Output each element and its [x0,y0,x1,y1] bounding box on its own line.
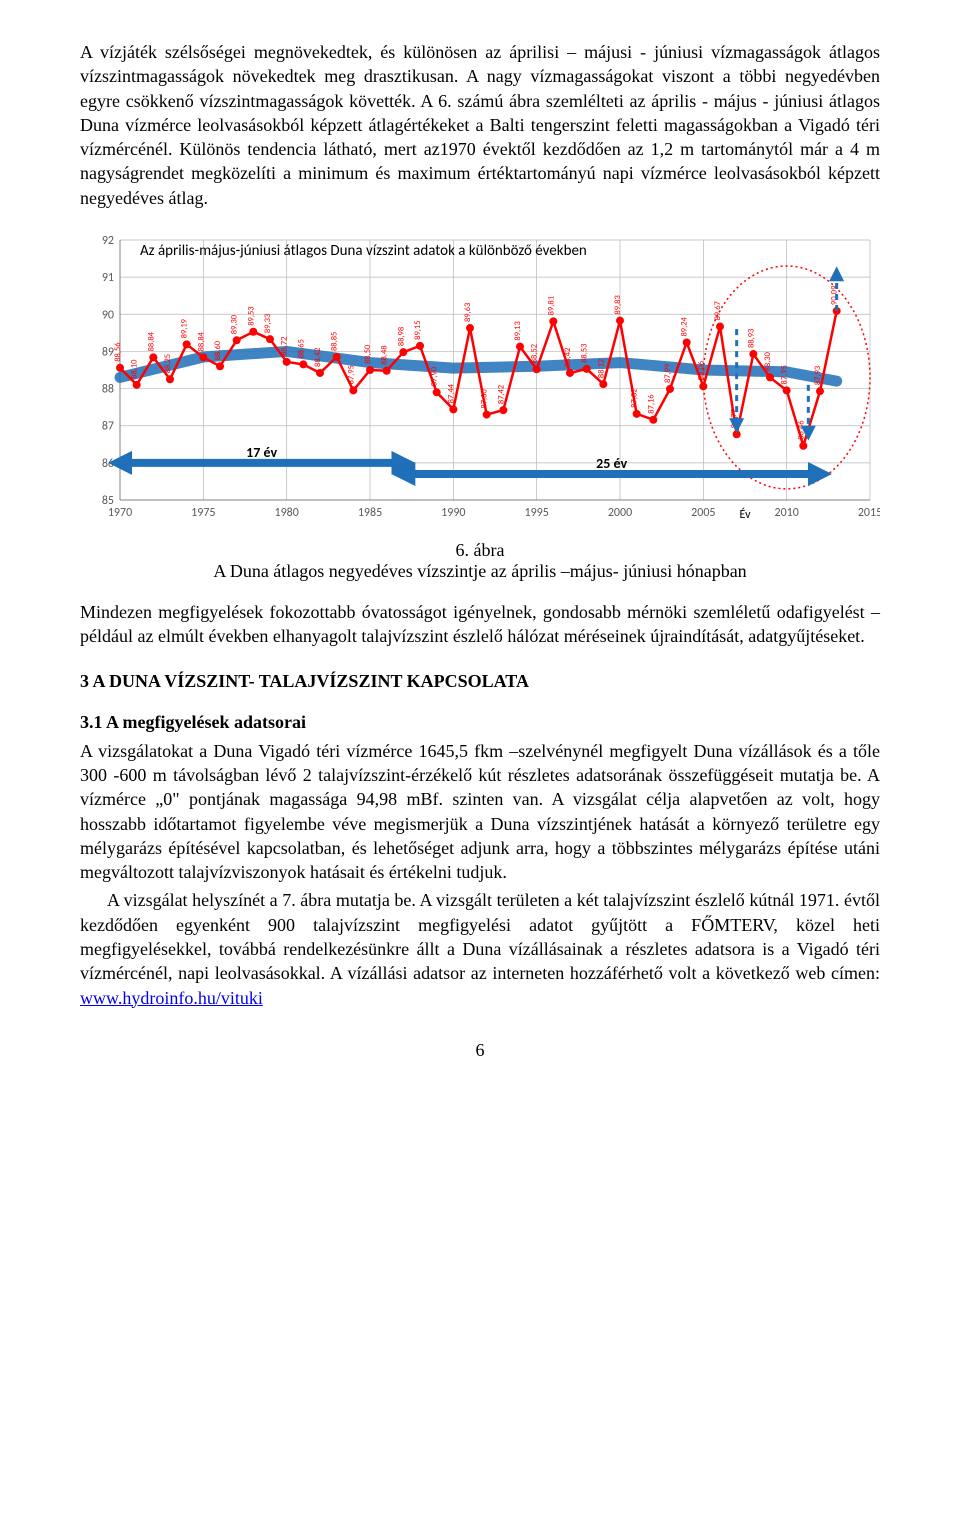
svg-text:1985: 1985 [358,506,382,520]
figure-caption: A Duna átlagos negyedéves vízszintje az … [80,561,880,582]
figure-number: 6. ábra [80,540,880,561]
section-3-heading: 3 A DUNA VÍZSZINT- TALAJVÍZSZINT KAPCSOL… [80,671,880,692]
svg-text:86,46: 86,46 [796,420,806,440]
svg-text:88,84: 88,84 [196,331,206,351]
svg-text:87,44: 87,44 [446,383,456,403]
section-3-1-heading: 3.1 A megfigyelések adatsorai [80,712,880,733]
svg-text:88,60: 88,60 [213,340,223,360]
svg-text:88,25: 88,25 [163,354,173,373]
page-number: 6 [80,1040,880,1061]
svg-text:88,98: 88,98 [396,327,406,346]
figure-6-chart: 8586878889909192197019751980198519901995… [80,230,880,530]
svg-text:89,24: 89,24 [680,317,690,337]
svg-text:1980: 1980 [275,506,299,520]
svg-text:92: 92 [102,234,114,248]
svg-text:89,53: 89,53 [246,306,256,325]
svg-text:1975: 1975 [191,506,215,520]
svg-text:1995: 1995 [525,506,549,520]
svg-text:2010: 2010 [775,506,799,520]
svg-text:88,10: 88,10 [130,359,140,379]
svg-text:88,53: 88,53 [580,344,590,363]
svg-text:2015: 2015 [858,506,880,520]
svg-text:Év: Év [740,507,752,522]
svg-text:2000: 2000 [608,506,632,520]
svg-text:87: 87 [102,420,114,434]
svg-text:87,95: 87,95 [346,365,356,384]
svg-text:25 év: 25 év [596,455,627,472]
paragraph-3-1-a: A vizsgálatokat a Duna Vigadó téri vízmé… [80,739,880,885]
svg-text:17 év: 17 év [246,444,277,461]
svg-text:88,42: 88,42 [563,348,573,367]
svg-text:88,06: 88,06 [696,360,706,380]
svg-text:87,42: 87,42 [496,385,506,404]
svg-text:87,95: 87,95 [780,365,790,384]
hydroinfo-link[interactable]: www.hydroinfo.hu/vituki [80,988,263,1008]
svg-text:89,19: 89,19 [180,318,190,338]
svg-text:88,65: 88,65 [296,339,306,358]
svg-text:89,63: 89,63 [463,303,473,322]
svg-text:88,12: 88,12 [596,359,606,378]
svg-text:1970: 1970 [108,506,132,520]
svg-text:90: 90 [102,308,114,322]
svg-text:88: 88 [102,383,114,397]
svg-text:87,99: 87,99 [663,363,673,383]
svg-text:87,90: 87,90 [430,366,440,386]
svg-text:88,50: 88,50 [363,344,373,364]
svg-text:88,93: 88,93 [746,329,756,348]
svg-text:88,42: 88,42 [313,348,323,367]
svg-text:89,67: 89,67 [713,301,723,321]
svg-text:2005: 2005 [691,506,715,520]
svg-text:87,16: 87,16 [646,394,656,414]
svg-text:1990: 1990 [441,506,465,520]
paragraph-intro: A vízjáték szélsőségei megnövekedtek, és… [80,40,880,210]
svg-text:88,85: 88,85 [330,332,340,351]
para4-text: A vizsgálat helyszínét a 7. ábra mutatja… [80,890,880,983]
svg-text:88,48: 88,48 [380,345,390,364]
svg-text:87,32: 87,32 [630,389,640,408]
svg-text:89,15: 89,15 [413,321,423,340]
svg-text:91: 91 [102,271,114,285]
svg-text:88,52: 88,52 [530,344,540,363]
svg-text:88,56: 88,56 [113,342,123,362]
svg-text:89,83: 89,83 [613,295,623,314]
paragraph-3-1-b: A vizsgálat helyszínét a 7. ábra mutatja… [80,888,880,1009]
svg-text:88,72: 88,72 [280,337,290,356]
svg-text:89,30: 89,30 [230,314,240,334]
svg-text:86: 86 [102,457,114,471]
svg-text:87,93: 87,93 [813,366,823,385]
svg-text:Az április-május-júniusi átlag: Az április-május-júniusi átlagos Duna ví… [140,242,587,260]
svg-text:87,30: 87,30 [480,389,490,409]
paragraph-observations: Mindezen megfigyelések fokozottabb óvato… [80,600,880,649]
svg-text:88,30: 88,30 [763,351,773,371]
svg-text:88,84: 88,84 [146,331,156,351]
svg-text:89,13: 89,13 [513,321,523,340]
svg-text:89,33: 89,33 [263,314,273,333]
svg-text:89,81: 89,81 [546,296,556,315]
